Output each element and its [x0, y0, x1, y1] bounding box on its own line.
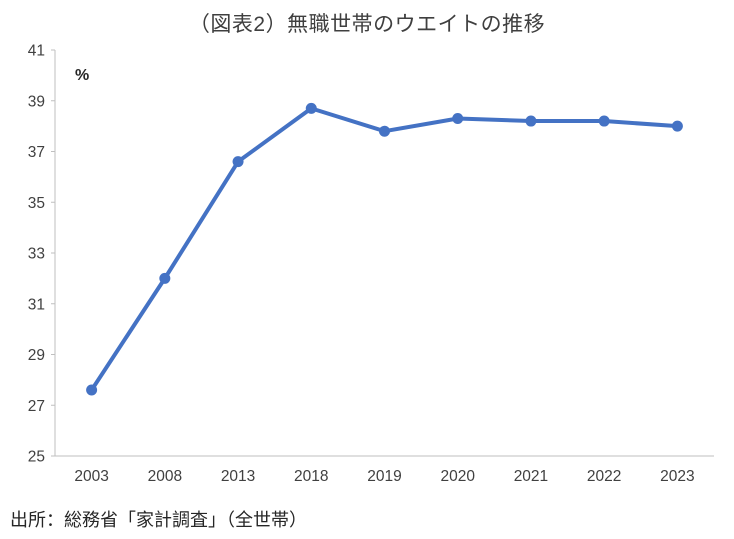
- unit-label: %: [75, 67, 89, 84]
- line-chart: 25 27 29 31 33 35 37 39 41 2003 2008 2013 2018 2019 20…: [28, 43, 714, 485]
- x-axis-tick-label: 2013: [221, 468, 255, 485]
- chart-title: （図表2）無職世帯のウエイトの推移: [188, 13, 546, 36]
- y-axis-tick-label: 41: [28, 43, 45, 60]
- y-axis-tick-label: 27: [28, 398, 45, 415]
- x-axis-tick-label: 2021: [514, 468, 548, 485]
- y-axis-tick-label: 25: [28, 449, 45, 466]
- y-axis-tick-label: 31: [28, 296, 45, 313]
- x-axis-tick-label: 2019: [367, 468, 401, 485]
- y-axis-tick-label: 35: [28, 195, 45, 212]
- data-point-marker: [452, 113, 464, 125]
- y-axis-tick-label: 29: [28, 347, 45, 364]
- data-point-marker: [379, 125, 390, 137]
- x-axis-tick-label: 2008: [148, 468, 182, 485]
- data-point-marker: [598, 115, 610, 127]
- series-line: [89, 106, 680, 393]
- y-axis-tick-label: 39: [28, 93, 45, 110]
- data-point-marker: [159, 272, 171, 284]
- x-axis-tick-label: 2003: [74, 468, 108, 485]
- y-axis-tick-label: 37: [28, 144, 45, 161]
- x-axis-tick-label: 2022: [587, 468, 621, 485]
- y-axis-tick-label: 33: [28, 246, 45, 263]
- x-axis-tick-label: 2018: [294, 468, 328, 485]
- data-point-marker: [232, 156, 244, 168]
- x-axis-tick-label: 2023: [660, 468, 694, 485]
- source-note: 出所：総務省「家計調査」（全世帯）: [10, 510, 307, 530]
- data-point-marker: [86, 384, 98, 396]
- data-point-marker: [525, 115, 537, 127]
- data-point-marker: [305, 102, 317, 114]
- x-axis-tick-label: 2020: [440, 468, 475, 485]
- data-point-marker: [671, 120, 683, 132]
